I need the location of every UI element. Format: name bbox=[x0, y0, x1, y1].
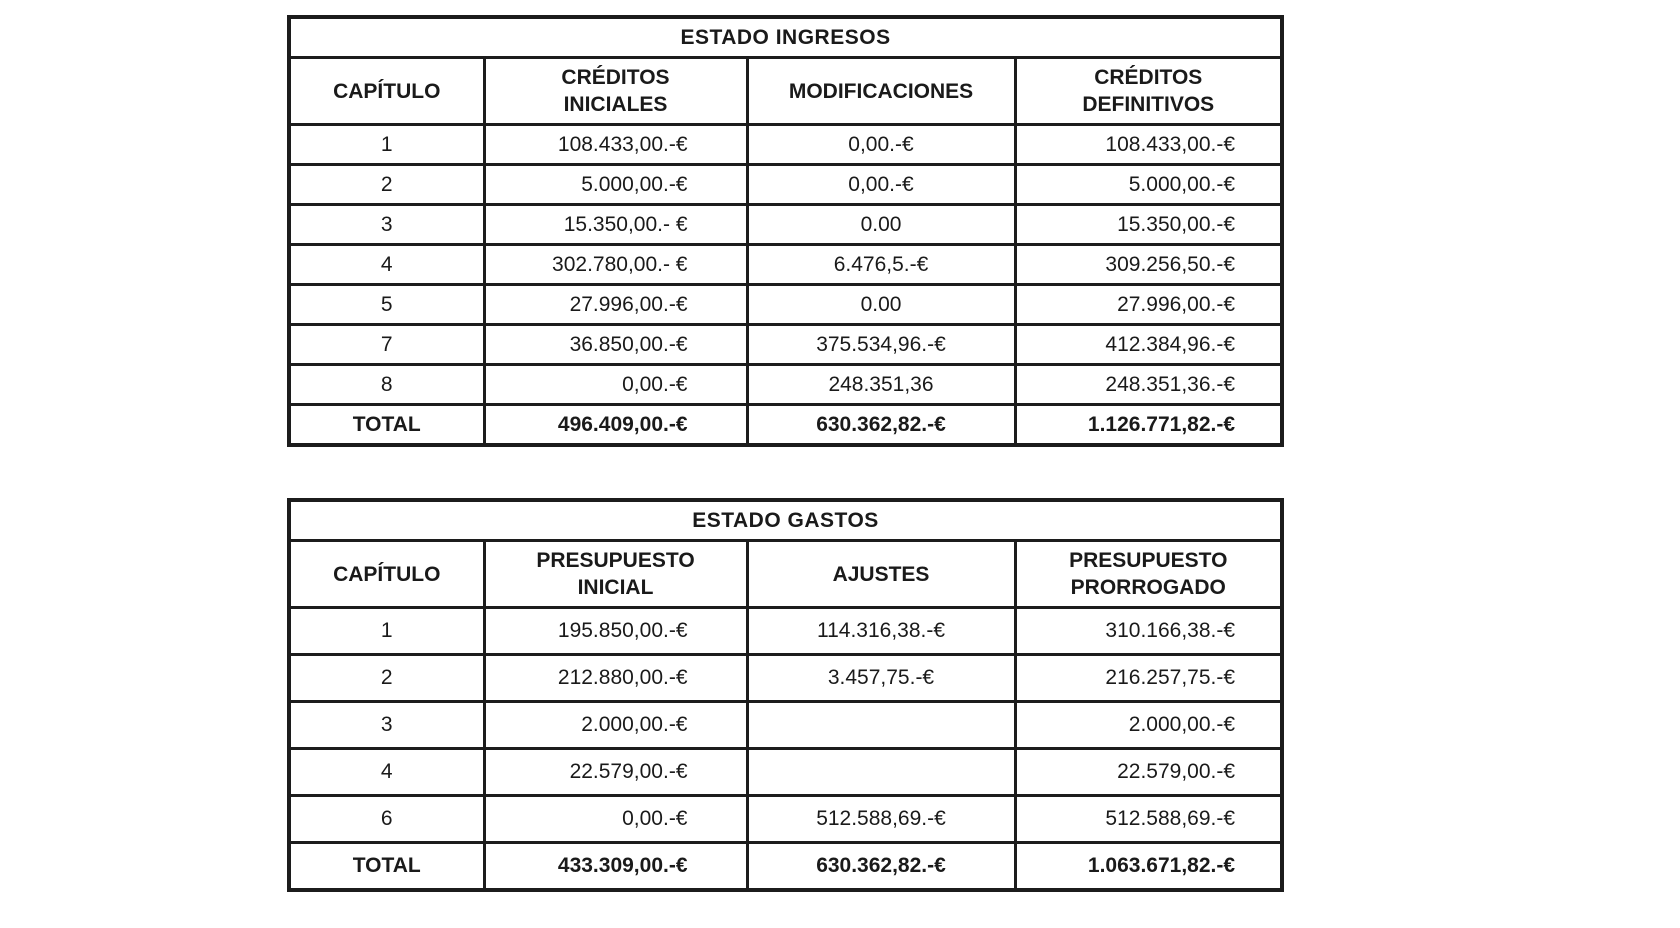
cell-capitulo: 4 bbox=[287, 243, 486, 286]
total-creditos-iniciales: 496.409,00.-€ bbox=[482, 403, 749, 447]
cell-capitulo: 3 bbox=[287, 203, 486, 246]
cell-creditos-iniciales: 5.000,00.-€ bbox=[482, 163, 749, 206]
cell-creditos-iniciales: 108.433,00.-€ bbox=[482, 123, 749, 166]
cell-ajustes: 3.457,75.-€ bbox=[745, 653, 1017, 703]
cell-modificaciones: 6.476,5.-€ bbox=[745, 243, 1017, 286]
table-row: 3 2.000,00.-€ 2.000,00.-€ bbox=[287, 700, 1284, 750]
table-row: 1 195.850,00.-€ 114.316,38.-€ 310.166,38… bbox=[287, 606, 1284, 656]
table-row: 2 212.880,00.-€ 3.457,75.-€ 216.257,75.-… bbox=[287, 653, 1284, 703]
column-header-creditos-iniciales: CRÉDITOS INICIALES bbox=[482, 56, 749, 126]
cell-presupuesto-inicial: 22.579,00.-€ bbox=[482, 747, 749, 797]
cell-creditos-definitivos: 108.433,00.-€ bbox=[1013, 123, 1284, 166]
cell-capitulo: 8 bbox=[287, 363, 486, 406]
total-ajustes: 630.362,82.-€ bbox=[745, 841, 1017, 892]
cell-modificaciones: 0,00.-€ bbox=[745, 163, 1017, 206]
table-title: ESTADO INGRESOS bbox=[287, 15, 1284, 59]
cell-capitulo: 7 bbox=[287, 323, 486, 366]
table-row: 6 0,00.-€ 512.588,69.-€ 512.588,69.-€ bbox=[287, 794, 1284, 844]
table-row: 4 302.780,00.- € 6.476,5.-€ 309.256,50.-… bbox=[287, 243, 1284, 286]
cell-ajustes: 512.588,69.-€ bbox=[745, 794, 1017, 844]
cell-modificaciones: 0,00.-€ bbox=[745, 123, 1017, 166]
cell-presupuesto-inicial: 195.850,00.-€ bbox=[482, 606, 749, 656]
total-label: TOTAL bbox=[287, 841, 486, 892]
cell-creditos-definitivos: 309.256,50.-€ bbox=[1013, 243, 1284, 286]
cell-creditos-definitivos: 412.384,96.-€ bbox=[1013, 323, 1284, 366]
column-header-row: CAPÍTULO CRÉDITOS INICIALES MODIFICACION… bbox=[287, 56, 1284, 126]
table-row: 3 15.350,00.- € 0.00 15.350,00.-€ bbox=[287, 203, 1284, 246]
column-header-creditos-definitivos: CRÉDITOS DEFINITIVOS bbox=[1013, 56, 1284, 126]
cell-presupuesto-prorrogado: 2.000,00.-€ bbox=[1013, 700, 1284, 750]
column-header-row: CAPÍTULO PRESUPUESTO INICIAL AJUSTES PRE… bbox=[287, 539, 1284, 609]
cell-modificaciones: 248.351,36 bbox=[745, 363, 1017, 406]
cell-creditos-definitivos: 248.351,36.-€ bbox=[1013, 363, 1284, 406]
cell-presupuesto-inicial: 2.000,00.-€ bbox=[482, 700, 749, 750]
cell-ajustes bbox=[745, 700, 1017, 750]
table-title-row: ESTADO INGRESOS bbox=[287, 15, 1284, 59]
table-row: 7 36.850,00.-€ 375.534,96.-€ 412.384,96.… bbox=[287, 323, 1284, 366]
table-row: 5 27.996,00.-€ 0.00 27.996,00.-€ bbox=[287, 283, 1284, 326]
column-header-capitulo: CAPÍTULO bbox=[287, 539, 486, 609]
table-row: 8 0,00.-€ 248.351,36 248.351,36.-€ bbox=[287, 363, 1284, 406]
total-creditos-definitivos: 1.126.771,82.-€ bbox=[1013, 403, 1284, 447]
cell-modificaciones: 0.00 bbox=[745, 203, 1017, 246]
column-header-capitulo: CAPÍTULO bbox=[287, 56, 486, 126]
cell-creditos-iniciales: 0,00.-€ bbox=[482, 363, 749, 406]
cell-capitulo: 3 bbox=[287, 700, 486, 750]
cell-capitulo: 5 bbox=[287, 283, 486, 326]
cell-capitulo: 4 bbox=[287, 747, 486, 797]
cell-modificaciones: 0.00 bbox=[745, 283, 1017, 326]
document-page: ESTADO INGRESOS CAPÍTULO CRÉDITOS INICIA… bbox=[287, 15, 1285, 892]
cell-creditos-iniciales: 36.850,00.-€ bbox=[482, 323, 749, 366]
cell-creditos-iniciales: 302.780,00.- € bbox=[482, 243, 749, 286]
total-modificaciones: 630.362,82.-€ bbox=[745, 403, 1017, 447]
cell-modificaciones: 375.534,96.-€ bbox=[745, 323, 1017, 366]
cell-creditos-definitivos: 5.000,00.-€ bbox=[1013, 163, 1284, 206]
table-title: ESTADO GASTOS bbox=[287, 498, 1284, 542]
cell-capitulo: 2 bbox=[287, 163, 486, 206]
cell-creditos-iniciales: 27.996,00.-€ bbox=[482, 283, 749, 326]
table-row: 1 108.433,00.-€ 0,00.-€ 108.433,00.-€ bbox=[287, 123, 1284, 166]
cell-ajustes bbox=[745, 747, 1017, 797]
cell-presupuesto-prorrogado: 512.588,69.-€ bbox=[1013, 794, 1284, 844]
table-title-row: ESTADO GASTOS bbox=[287, 498, 1284, 542]
cell-creditos-definitivos: 27.996,00.-€ bbox=[1013, 283, 1284, 326]
total-presupuesto-inicial: 433.309,00.-€ bbox=[482, 841, 749, 892]
table-row: 4 22.579,00.-€ 22.579,00.-€ bbox=[287, 747, 1284, 797]
cell-capitulo: 1 bbox=[287, 123, 486, 166]
cell-capitulo: 1 bbox=[287, 606, 486, 656]
cell-creditos-definitivos: 15.350,00.-€ bbox=[1013, 203, 1284, 246]
total-label: TOTAL bbox=[287, 403, 486, 447]
cell-presupuesto-prorrogado: 310.166,38.-€ bbox=[1013, 606, 1284, 656]
total-row: TOTAL 433.309,00.-€ 630.362,82.-€ 1.063.… bbox=[287, 841, 1284, 892]
column-header-modificaciones: MODIFICACIONES bbox=[745, 56, 1017, 126]
cell-presupuesto-prorrogado: 22.579,00.-€ bbox=[1013, 747, 1284, 797]
column-header-presupuesto-prorrogado: PRESUPUESTO PRORROGADO bbox=[1013, 539, 1284, 609]
estado-gastos-table: ESTADO GASTOS CAPÍTULO PRESUPUESTO INICI… bbox=[287, 498, 1285, 892]
cell-capitulo: 6 bbox=[287, 794, 486, 844]
estado-ingresos-table: ESTADO INGRESOS CAPÍTULO CRÉDITOS INICIA… bbox=[287, 15, 1285, 447]
total-row: TOTAL 496.409,00.-€ 630.362,82.-€ 1.126.… bbox=[287, 403, 1284, 447]
cell-presupuesto-prorrogado: 216.257,75.-€ bbox=[1013, 653, 1284, 703]
cell-ajustes: 114.316,38.-€ bbox=[745, 606, 1017, 656]
total-presupuesto-prorrogado: 1.063.671,82.-€ bbox=[1013, 841, 1284, 892]
cell-presupuesto-inicial: 212.880,00.-€ bbox=[482, 653, 749, 703]
column-header-presupuesto-inicial: PRESUPUESTO INICIAL bbox=[482, 539, 749, 609]
column-header-ajustes: AJUSTES bbox=[745, 539, 1017, 609]
cell-capitulo: 2 bbox=[287, 653, 486, 703]
cell-creditos-iniciales: 15.350,00.- € bbox=[482, 203, 749, 246]
table-row: 2 5.000,00.-€ 0,00.-€ 5.000,00.-€ bbox=[287, 163, 1284, 206]
cell-presupuesto-inicial: 0,00.-€ bbox=[482, 794, 749, 844]
